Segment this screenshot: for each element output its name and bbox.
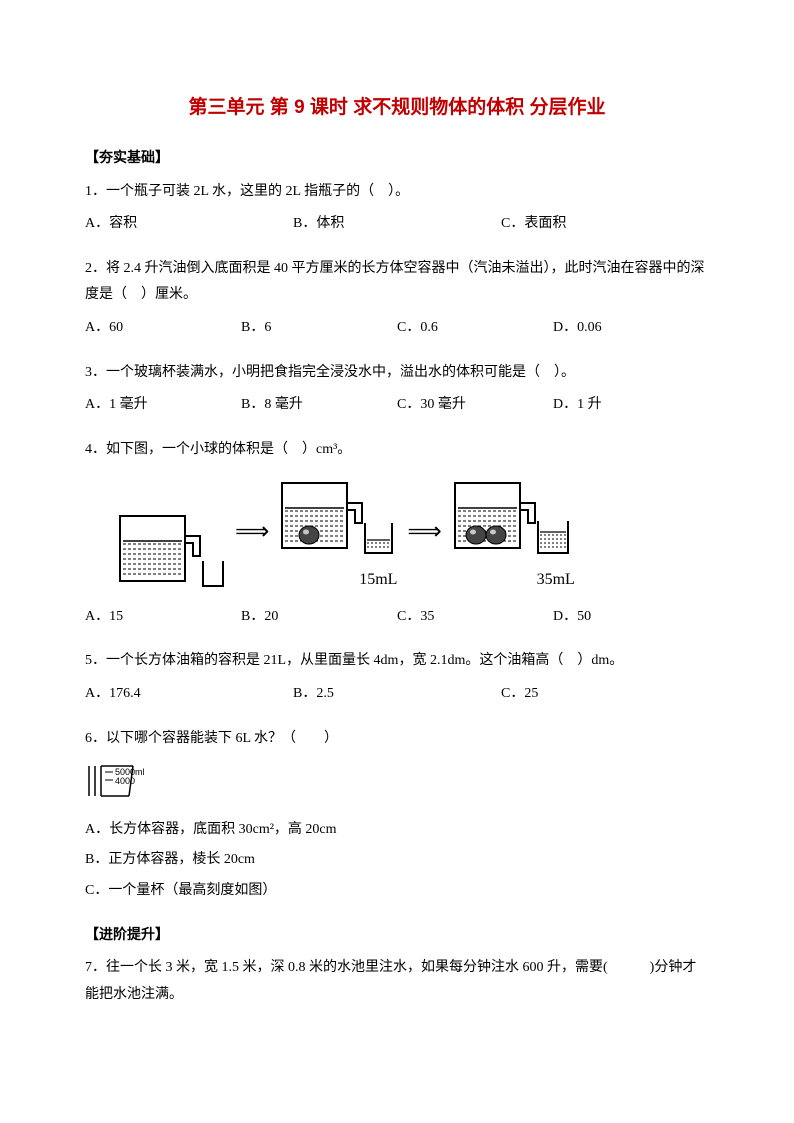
section-header-basics: 【夯实基础】 — [85, 146, 709, 173]
arrow-2-icon: ⟹ — [407, 510, 439, 596]
q4-option-c: C．35 — [397, 604, 553, 631]
cup-label-bot: 4000 — [115, 776, 135, 786]
beaker-3: 35mL — [450, 473, 575, 595]
beaker3-svg — [450, 473, 575, 563]
question-6: 6．以下哪个容器能装下 6L 水？（ ） — [85, 726, 709, 753]
q5-option-c: C．25 — [501, 681, 709, 708]
question-5: 5．一个长方体油箱的容积是 21L，从里面量长 4dm，宽 2.1dm。这个油箱… — [85, 648, 709, 675]
beaker-1 — [115, 506, 225, 596]
q4-option-d: D．50 — [553, 604, 709, 631]
question-3: 3．一个玻璃杯装满水，小明把食指完全浸没水中，溢出水的体积可能是（ ）。 — [85, 360, 709, 387]
q6-option-c: C．一个量杯（最高刻度如图） — [85, 878, 709, 905]
q1-option-c: C．表面积 — [501, 211, 709, 238]
question-1: 1．一个瓶子可装 2L 水，这里的 2L 指瓶子的（ ）。 — [85, 179, 709, 206]
page-title: 第三单元 第 9 课时 求不规则物体的体积 分层作业 — [85, 90, 709, 126]
beaker1-svg — [115, 506, 225, 596]
q1-options: A．容积 B．体积 C．表面积 — [85, 211, 709, 238]
q3-option-c: C．30 毫升 — [397, 392, 553, 419]
q5-option-a: A．176.4 — [85, 681, 293, 708]
q5-options: A．176.4 B．2.5 C．25 — [85, 681, 709, 708]
q6-options: A．长方体容器，底面积 30cm²，高 20cm B．正方体容器，棱长 20cm… — [85, 817, 709, 905]
q4-diagram: ⟹ — [115, 473, 709, 595]
q4-option-b: B．20 — [241, 604, 397, 631]
beaker2-svg — [277, 473, 397, 563]
q1-option-a: A．容积 — [85, 211, 293, 238]
q6-option-a: A．长方体容器，底面积 30cm²，高 20cm — [85, 817, 709, 844]
q6-option-b: B．正方体容器，棱长 20cm — [85, 847, 709, 874]
q4-options: A．15 B．20 C．35 D．50 — [85, 604, 709, 631]
q3-option-a: A．1 毫升 — [85, 392, 241, 419]
question-7: 7．往一个长 3 米，宽 1.5 米，深 0.8 米的水池里注水，如果每分钟注水… — [85, 955, 709, 1008]
question-2: 2．将 2.4 升汽油倒入底面积是 40 平方厘米的长方体空容器中（汽油未溢出）… — [85, 256, 709, 309]
beaker-2: 15mL — [277, 473, 397, 595]
q1-option-b: B．体积 — [293, 211, 501, 238]
q2-options: A．60 B．6 C．0.6 D．0.06 — [85, 315, 709, 342]
q4-option-a: A．15 — [85, 604, 241, 631]
q2-option-b: B．6 — [241, 315, 397, 342]
q3-options: A．1 毫升 B．8 毫升 C．30 毫升 D．1 升 — [85, 392, 709, 419]
q3-option-d: D．1 升 — [553, 392, 709, 419]
ml-label-2: 35mL — [450, 565, 575, 595]
q5-option-b: B．2.5 — [293, 681, 501, 708]
q2-option-c: C．0.6 — [397, 315, 553, 342]
section-header-advanced: 【进阶提升】 — [85, 923, 709, 950]
q3-option-b: B．8 毫升 — [241, 392, 397, 419]
question-4: 4．如下图，一个小球的体积是（ ）cm³。 — [85, 437, 709, 464]
arrow-1-icon: ⟹ — [235, 510, 267, 596]
ml-label-1: 15mL — [277, 565, 397, 595]
measuring-cup-icon: 5000ml 4000 — [85, 762, 175, 800]
q2-option-d: D．0.06 — [553, 315, 709, 342]
q2-option-a: A．60 — [85, 315, 241, 342]
